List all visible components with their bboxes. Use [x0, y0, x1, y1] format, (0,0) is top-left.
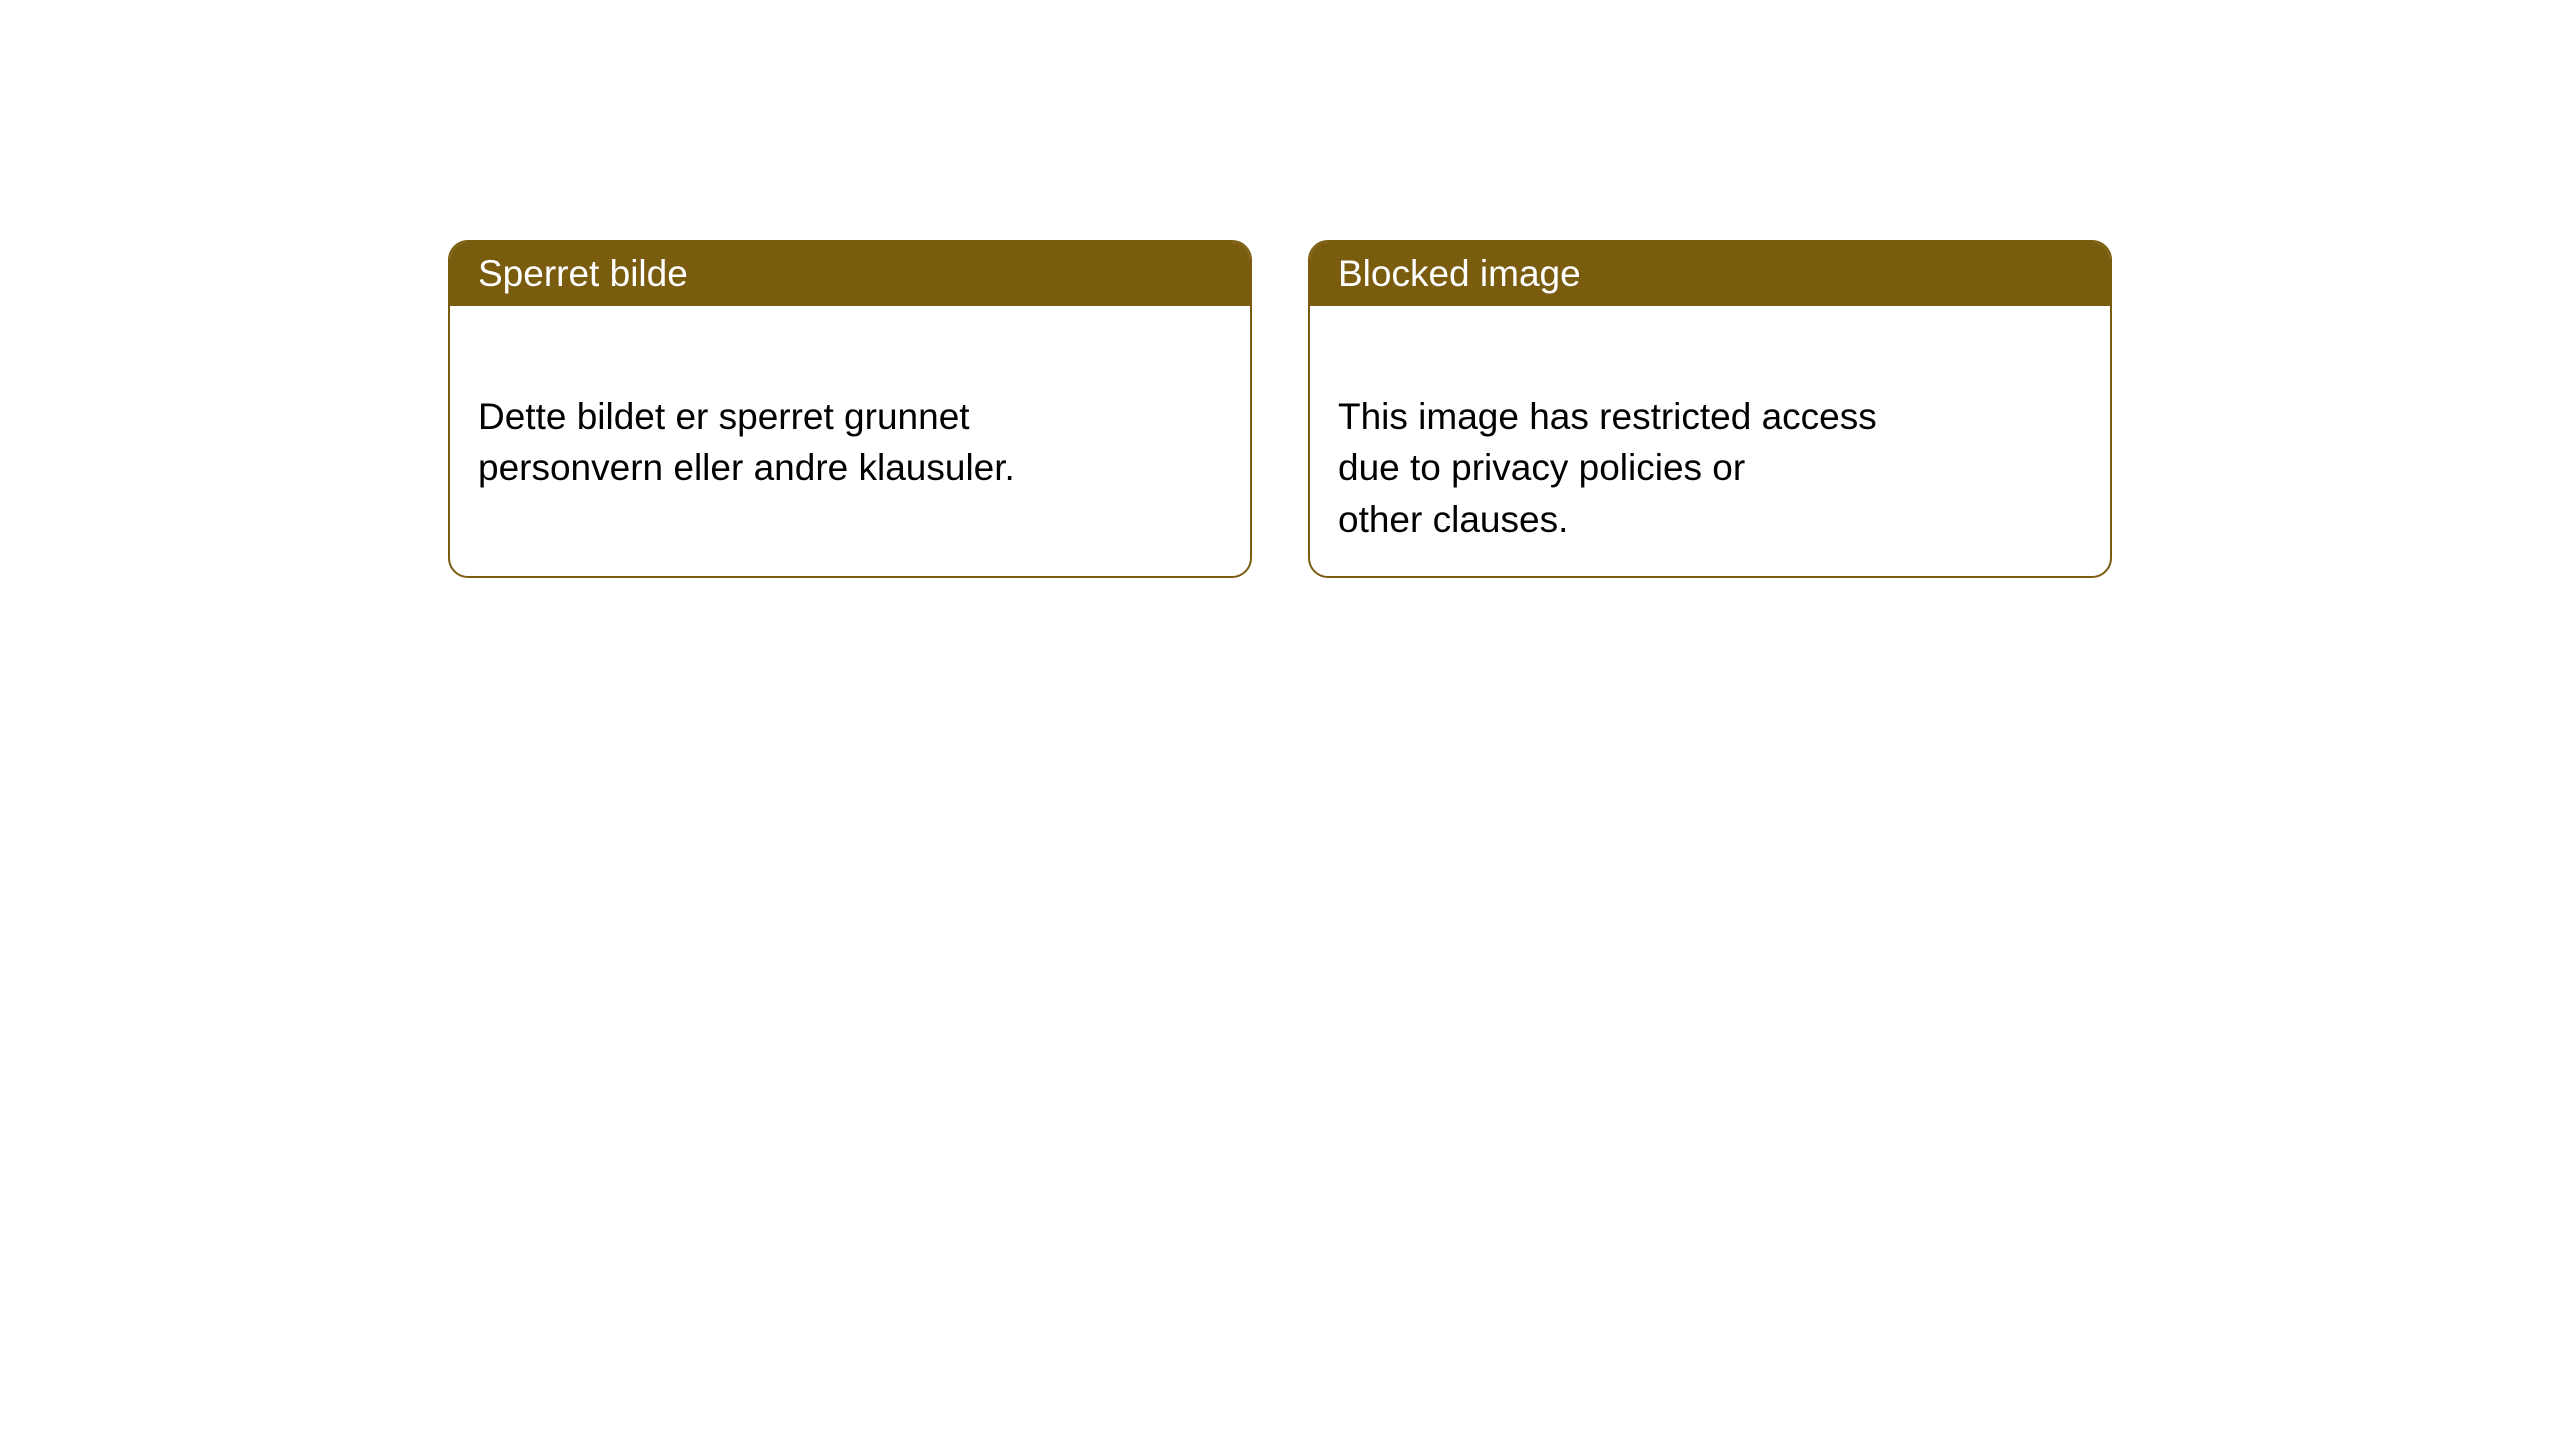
card-body-text: This image has restricted access due to … [1338, 396, 1877, 539]
card-body: Dette bildet er sperret grunnet personve… [450, 306, 1250, 527]
card-header: Sperret bilde [450, 242, 1250, 306]
card-norwegian: Sperret bilde Dette bildet er sperret gr… [448, 240, 1252, 578]
cards-container: Sperret bilde Dette bildet er sperret gr… [448, 240, 2112, 1440]
card-title: Blocked image [1338, 253, 1581, 294]
card-body: This image has restricted access due to … [1310, 306, 2110, 578]
card-body-text: Dette bildet er sperret grunnet personve… [478, 396, 1015, 488]
card-english: Blocked image This image has restricted … [1308, 240, 2112, 578]
card-header: Blocked image [1310, 242, 2110, 306]
card-title: Sperret bilde [478, 253, 688, 294]
